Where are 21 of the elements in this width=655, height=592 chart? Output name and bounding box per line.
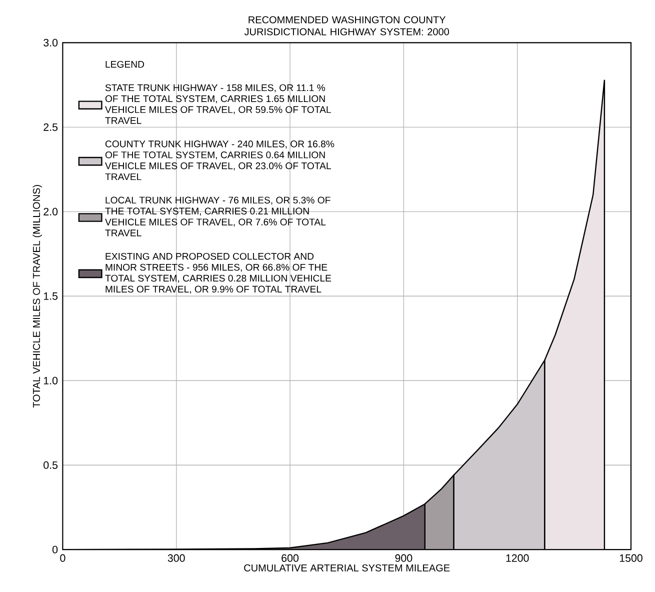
y-axis-title: TOTAL VEHICLE MILES OF TRAVEL (MILLIONS) xyxy=(32,184,42,408)
y-tick-label: 2.0 xyxy=(44,208,58,216)
y-tick-label: 1.5 xyxy=(44,292,58,300)
y-tick-label: 1.0 xyxy=(44,376,58,384)
legend-label: STATE TRUNK HIGHWAY - 158 MILES, OR 11.1 % OF THE TOTAL SYSTEM, CARRIES 1.65 MILLION VEHICLE MILES OF TRAVEL, OR 59.5% OF TOTAL TRAVEL xyxy=(105,84,331,124)
y-tick-label: 0 xyxy=(52,546,58,554)
x-tick-label: 900 xyxy=(395,554,412,562)
legend-label: LOCAL TRUNK HIGHWAY - 76 MILES, OR 5.3% OF THE TOTAL SYSTEM, CARRIES 0.21 MILLION VEHICLE MILES OF TRAVEL, OR 7.6% OF TOTAL TRAVEL xyxy=(105,196,330,236)
x-tick-label: 300 xyxy=(168,554,185,562)
legend-label: EXISTING AND PROPOSED COLLECTOR AND MINOR STREETS - 956 MILES, OR 66.8% OF THE TOTAL SYSTEM, CARRIES 0.28 MILLION VEHICLE MILES OF TRAVEL, OR 9.9% OF TOTAL TRAVEL xyxy=(105,252,332,294)
x-tick-label: 1200 xyxy=(506,554,529,562)
legend-label: COUNTY TRUNK HIGHWAY - 240 MILES, OR 16.8% OF THE TOTAL SYSTEM, CARRIES 0.64 MILLION VEHICLE MILES OF TRAVEL, OR 23.0% OF TOTAL TRAVEL xyxy=(105,140,334,180)
y-tick-label: 0.5 xyxy=(44,461,58,469)
y-tick-label: 2.5 xyxy=(44,123,58,131)
y-tick-label: 3.0 xyxy=(44,38,58,46)
chart-title: RECOMMENDED WASHINGTON COUNTY JURISDICTIONAL HIGHWAY SYSTEM: 2000 xyxy=(244,16,450,36)
x-axis-title: CUMULATIVE ARTERIAL SYSTEM MILEAGE xyxy=(244,564,450,572)
x-tick-label: 1500 xyxy=(620,554,642,562)
x-tick-label: 0 xyxy=(60,554,66,562)
x-tick-label: 600 xyxy=(282,554,298,562)
legend-title: LEGEND xyxy=(106,60,144,68)
